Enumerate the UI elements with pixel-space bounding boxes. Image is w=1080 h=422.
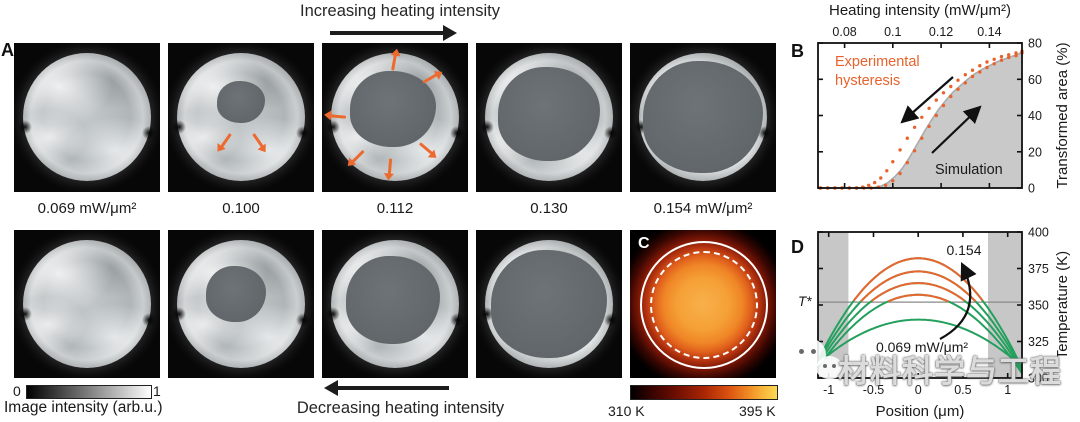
transformed-region <box>346 256 440 344</box>
caption-decreasing: Decreasing heating intensity <box>296 399 505 417</box>
temp-colorbar-min: 310 K <box>608 403 645 419</box>
image-intensity-colorbar <box>26 385 152 399</box>
intensity-label: 0.112 <box>376 200 414 217</box>
sample-disk <box>18 240 156 368</box>
svg-text:0.1: 0.1 <box>884 25 901 39</box>
svg-text:80: 80 <box>1028 37 1042 51</box>
svg-text:400: 400 <box>1028 226 1049 240</box>
svg-text:-1: -1 <box>823 383 834 397</box>
arrow-left-icon <box>324 380 449 396</box>
svg-text:Simulation: Simulation <box>935 162 1003 178</box>
svg-text:Experimental: Experimental <box>835 54 920 70</box>
svg-text:60: 60 <box>1028 73 1042 87</box>
transformed-region <box>643 61 763 173</box>
panel-d-chart: -1 -0.5 0 0.5 1 300 325 350 375 400 Position (μm) T… <box>798 226 1071 421</box>
svg-text:0.14: 0.14 <box>977 25 1001 39</box>
transformed-region <box>206 266 266 322</box>
intensity-label: 0.154 mW/μm² <box>653 200 753 217</box>
panel-b-label: B <box>791 41 804 61</box>
svg-text:1: 1 <box>1004 383 1011 397</box>
transformed-region <box>491 250 607 358</box>
svg-text:-0.5: -0.5 <box>863 383 885 397</box>
svg-text:0: 0 <box>915 383 922 397</box>
temp-colorbar-max: 395 K <box>739 403 776 419</box>
image-colorbar-min: 0 <box>13 383 21 399</box>
transformed-region <box>498 67 600 161</box>
image-colorbar-max: 1 <box>153 383 161 399</box>
svg-text:0.069 mW/μm²: 0.069 mW/μm² <box>876 339 968 355</box>
micrograph-heating-0130 <box>476 43 622 192</box>
panel-c-label: C <box>638 235 650 252</box>
temp-colorbar <box>630 385 778 400</box>
micrograph-heating-0154 <box>630 43 776 192</box>
panel-d-label: D <box>791 237 804 257</box>
svg-text:40: 40 <box>1028 109 1042 123</box>
svg-text:Temperature (K): Temperature (K) <box>1054 251 1071 359</box>
arrow-right-icon <box>330 25 457 41</box>
svg-text:0.12: 0.12 <box>929 25 953 39</box>
image-colorbar-caption: Image intensity (arb.u.) <box>4 399 163 416</box>
micrograph-heating-0112 <box>322 43 468 192</box>
svg-text:hysteresis: hysteresis <box>835 73 900 89</box>
svg-text:350: 350 <box>1028 299 1049 313</box>
svg-text:325: 325 <box>1028 335 1049 349</box>
micrograph-heating-0069: 1 μm <box>14 43 160 192</box>
transformed-region <box>217 81 265 123</box>
micrograph-cooling-1 <box>14 230 160 378</box>
micrograph-cooling-4 <box>476 230 622 378</box>
svg-text:20: 20 <box>1028 145 1042 159</box>
panel-a-label: A <box>1 40 14 60</box>
panel-c-heatmap: C <box>630 230 776 378</box>
svg-text:375: 375 <box>1028 262 1049 276</box>
svg-text:0.08: 0.08 <box>832 25 856 39</box>
svg-text:Heating intensity (mW/μm²): Heating intensity (mW/μm²) <box>829 2 1011 19</box>
sample-disk <box>18 53 156 181</box>
intensity-label: 0.069 mW/μm² <box>37 200 137 217</box>
svg-text:0.154: 0.154 <box>946 242 981 258</box>
caption-increasing: Increasing heating intensity <box>300 2 500 20</box>
svg-text:300: 300 <box>1028 372 1049 386</box>
svg-text:T*: T* <box>798 294 812 309</box>
tstar-contour-circle <box>650 251 758 359</box>
svg-text:0: 0 <box>1028 182 1035 196</box>
svg-text:Transformed area (%): Transformed area (%) <box>1054 42 1071 188</box>
panel-b-chart: 0.08 0.1 0.12 0.14 0 20 40 60 80 Heating intensit… <box>817 2 1071 196</box>
micrograph-cooling-2 <box>168 230 314 378</box>
svg-text:0.5: 0.5 <box>954 383 971 397</box>
transformed-region <box>350 71 436 147</box>
intensity-label: 0.100 <box>222 200 260 217</box>
intensity-label: 0.130 <box>530 200 568 217</box>
micrograph-heating-0100 <box>168 43 314 192</box>
sample-outline-circle <box>640 241 768 369</box>
svg-text:Position (μm): Position (μm) <box>876 403 965 420</box>
micrograph-cooling-3 <box>322 230 468 378</box>
